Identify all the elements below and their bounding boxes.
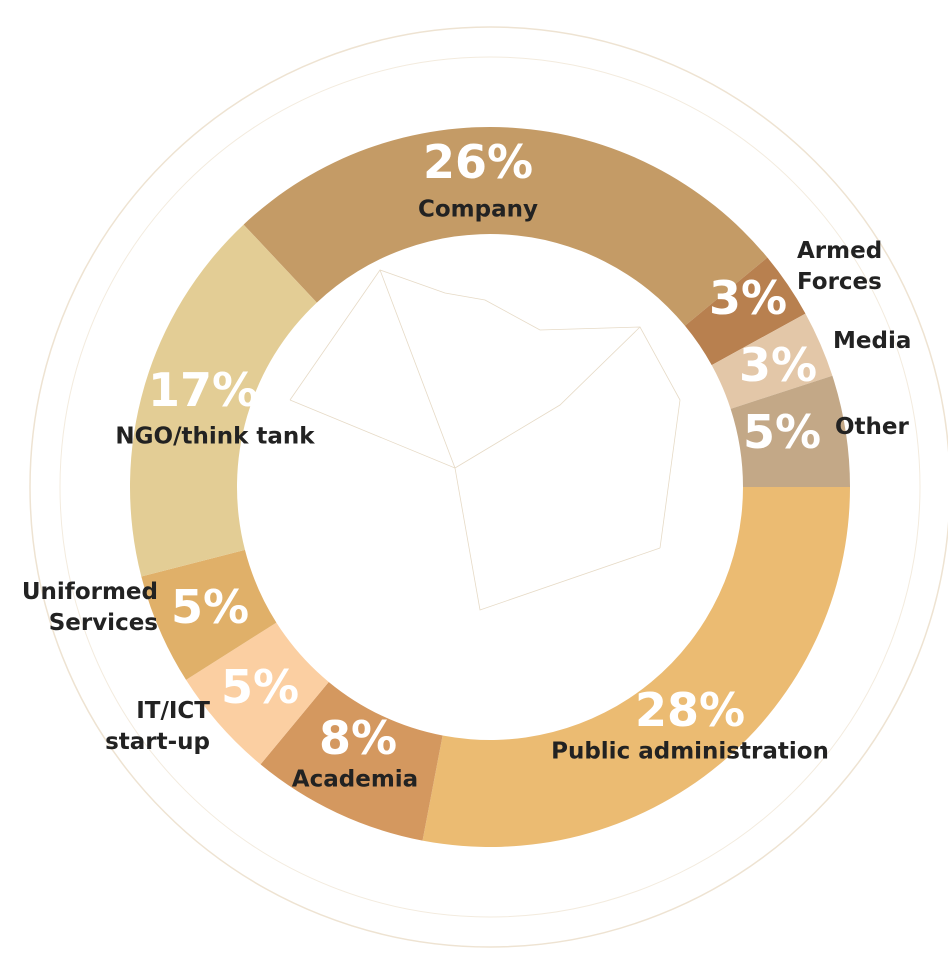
category-label: NGO/think tank [115,423,315,450]
donut-slice [730,375,850,487]
percent-label: 17% [147,363,259,417]
donut-slice [186,622,329,765]
category-label: IT/ICT start-up [105,698,210,755]
percent-label: 26% [422,135,534,189]
category-label: Media [833,328,912,354]
background-network [289,269,681,611]
percent-label: 5% [220,660,300,714]
percent-label: 8% [318,711,398,765]
percent-label: 3% [738,338,818,392]
donut-slice [130,224,317,577]
category-label: Company [418,196,538,223]
donut-slice [684,257,806,366]
network-line [289,269,681,549]
percent-label: 3% [708,271,788,325]
percent-label: 5% [170,580,250,634]
category-label: Public administration [551,738,829,765]
percent-label: 5% [742,405,822,459]
donut-slice [141,549,277,680]
network-line [289,399,661,611]
donut-slice [422,487,850,847]
background-globe [59,56,921,918]
category-label: Armed Forces [797,238,883,295]
donut-slice [711,313,833,409]
category-label: Academia [291,766,419,793]
donut-slice [260,681,443,841]
category-label: Uniformed Services [21,579,158,636]
background-globe [29,26,948,948]
network-line [379,269,641,469]
percent-label: 28% [634,683,746,737]
category-label: Other [835,414,909,440]
donut-slice [243,126,768,326]
